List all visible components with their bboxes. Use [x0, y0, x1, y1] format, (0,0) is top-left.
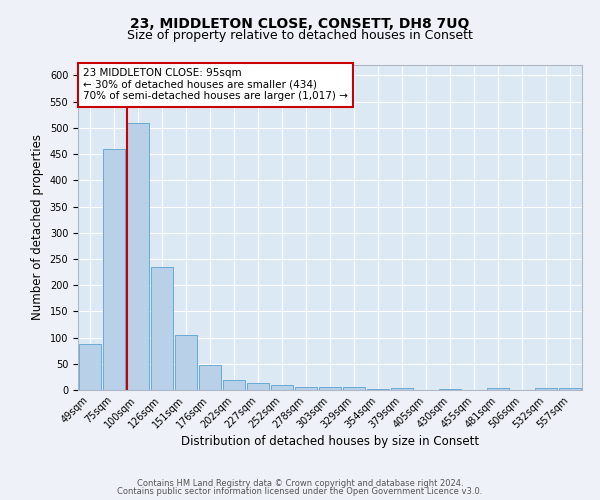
Text: Size of property relative to detached houses in Consett: Size of property relative to detached ho… [127, 29, 473, 42]
X-axis label: Distribution of detached houses by size in Consett: Distribution of detached houses by size … [181, 436, 479, 448]
Bar [247, 382, 269, 390]
Bar [151, 267, 173, 390]
Bar [367, 389, 389, 390]
Bar [559, 388, 581, 390]
Bar [127, 122, 149, 390]
Text: 23, MIDDLETON CLOSE, CONSETT, DH8 7UQ: 23, MIDDLETON CLOSE, CONSETT, DH8 7UQ [130, 18, 470, 32]
Text: Contains public sector information licensed under the Open Government Licence v3: Contains public sector information licen… [118, 487, 482, 496]
Bar [535, 388, 557, 390]
Bar [391, 388, 413, 390]
Text: 23 MIDDLETON CLOSE: 95sqm
← 30% of detached houses are smaller (434)
70% of semi: 23 MIDDLETON CLOSE: 95sqm ← 30% of detac… [83, 68, 348, 102]
Bar [175, 335, 197, 390]
Y-axis label: Number of detached properties: Number of detached properties [31, 134, 44, 320]
Bar [343, 388, 365, 390]
Bar [319, 388, 341, 390]
Bar [103, 149, 125, 390]
Bar [223, 380, 245, 390]
Bar [79, 344, 101, 390]
Bar [439, 389, 461, 390]
Bar [199, 366, 221, 390]
Text: Contains HM Land Registry data © Crown copyright and database right 2024.: Contains HM Land Registry data © Crown c… [137, 478, 463, 488]
Bar [295, 387, 317, 390]
Bar [271, 386, 293, 390]
Bar [487, 388, 509, 390]
